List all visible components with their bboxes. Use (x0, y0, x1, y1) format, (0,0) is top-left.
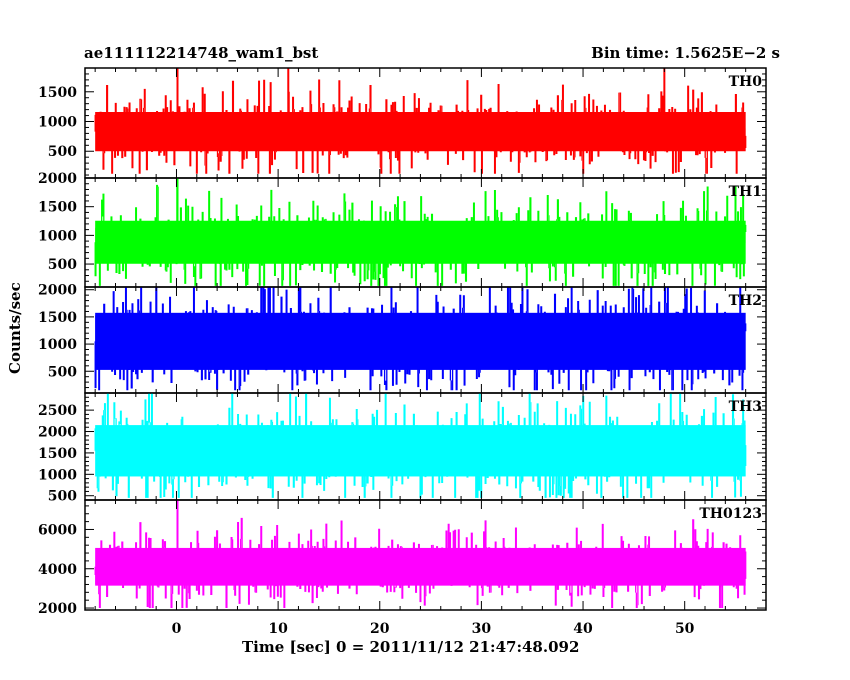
y-tick-label: 1500 (38, 310, 77, 326)
x-tick-label: 30 (472, 621, 492, 637)
x-tick-label: 10 (268, 621, 288, 637)
x-tick-label: 50 (675, 621, 695, 637)
panel-label-th3: TH3 (729, 399, 762, 415)
y-tick-label: 2000 (38, 171, 77, 187)
y-tick-label: 500 (48, 489, 77, 505)
x-tick-label: 0 (172, 621, 182, 637)
y-tick-label: 6000 (38, 522, 77, 538)
panel-frame-th0123 (84, 499, 767, 611)
y-tick-label: 500 (48, 257, 77, 273)
y-tick-label: 1000 (38, 228, 77, 244)
y-tick-label: 1500 (38, 200, 77, 216)
series-th1 (94, 178, 747, 286)
series-th0123-trace (94, 517, 747, 608)
series-th2-trace (94, 287, 747, 391)
y-tick-label: 1000 (38, 467, 77, 483)
series-th3-trace (94, 393, 747, 498)
chart-title: ae111112214748_wam1_bst (84, 44, 319, 62)
bin-time-label: Bin time: 1.5625E−2 s (591, 44, 780, 62)
panel-label-th0: TH0 (729, 74, 763, 90)
y-tick-label: 2000 (38, 601, 77, 617)
y-tick-label: 2000 (38, 283, 77, 299)
panel-label-th2: TH2 (729, 293, 762, 309)
x-axis-label: Time [sec] 0 = 2011/11/12 21:47:48.092 (242, 638, 580, 656)
series-th0123 (94, 500, 747, 608)
y-tick-label: 1500 (38, 446, 77, 462)
series-th3 (94, 393, 747, 498)
panel-label-th1: TH1 (729, 184, 762, 200)
y-tick-label: 2500 (38, 403, 77, 419)
x-tick-label: 20 (370, 621, 390, 637)
y-tick-label: 1000 (38, 115, 77, 131)
y-tick-label: 500 (48, 144, 77, 160)
y-tick-label: 500 (48, 364, 77, 380)
series-th0-trace (94, 79, 747, 174)
y-tick-label: 1500 (38, 85, 77, 101)
series-th0 (94, 68, 747, 174)
y-tick-label: 4000 (38, 562, 77, 578)
x-tick-label: 40 (573, 621, 593, 637)
panel-label-th0123: TH0123 (699, 506, 762, 522)
y-tick-label: 2000 (38, 425, 77, 441)
y-tick-label: 1000 (38, 337, 77, 353)
y-axis-label: Counts/sec (6, 282, 24, 374)
series-th1-trace (94, 184, 747, 286)
series-th2 (94, 287, 747, 391)
